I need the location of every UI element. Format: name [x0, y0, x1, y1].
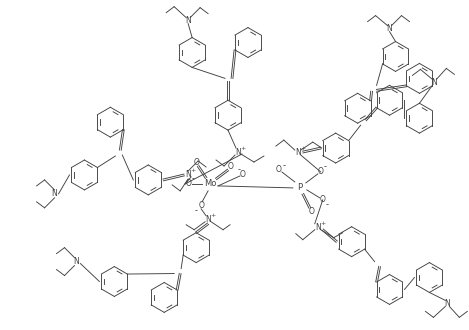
Text: +: + — [300, 146, 305, 150]
Text: N: N — [315, 223, 321, 232]
Text: N: N — [185, 16, 191, 25]
Text: +: + — [211, 213, 216, 218]
Text: O: O — [198, 201, 204, 210]
Text: O: O — [320, 195, 325, 204]
Text: N: N — [295, 148, 301, 156]
Text: -: - — [237, 165, 241, 175]
Text: N: N — [74, 257, 79, 266]
Text: N: N — [386, 24, 393, 33]
Text: -: - — [282, 161, 285, 171]
Text: O: O — [276, 165, 282, 175]
Text: O: O — [228, 162, 234, 172]
Text: +: + — [320, 221, 325, 226]
Text: O: O — [185, 180, 191, 188]
Text: P: P — [297, 183, 303, 192]
Text: +: + — [190, 169, 196, 174]
Text: -: - — [323, 162, 326, 172]
Text: N: N — [205, 215, 211, 224]
Text: N: N — [185, 171, 191, 180]
Text: -: - — [192, 175, 195, 183]
Text: +: + — [240, 146, 246, 150]
Text: O: O — [193, 157, 199, 167]
Text: -: - — [195, 206, 197, 215]
Text: N: N — [431, 78, 437, 87]
Text: O: O — [309, 207, 315, 216]
Text: O: O — [318, 167, 324, 177]
Text: N: N — [445, 299, 450, 308]
Text: N: N — [235, 148, 241, 156]
Text: Mo: Mo — [204, 180, 216, 188]
Text: N: N — [52, 189, 57, 198]
Text: O: O — [240, 171, 246, 180]
Text: -: - — [325, 200, 328, 209]
